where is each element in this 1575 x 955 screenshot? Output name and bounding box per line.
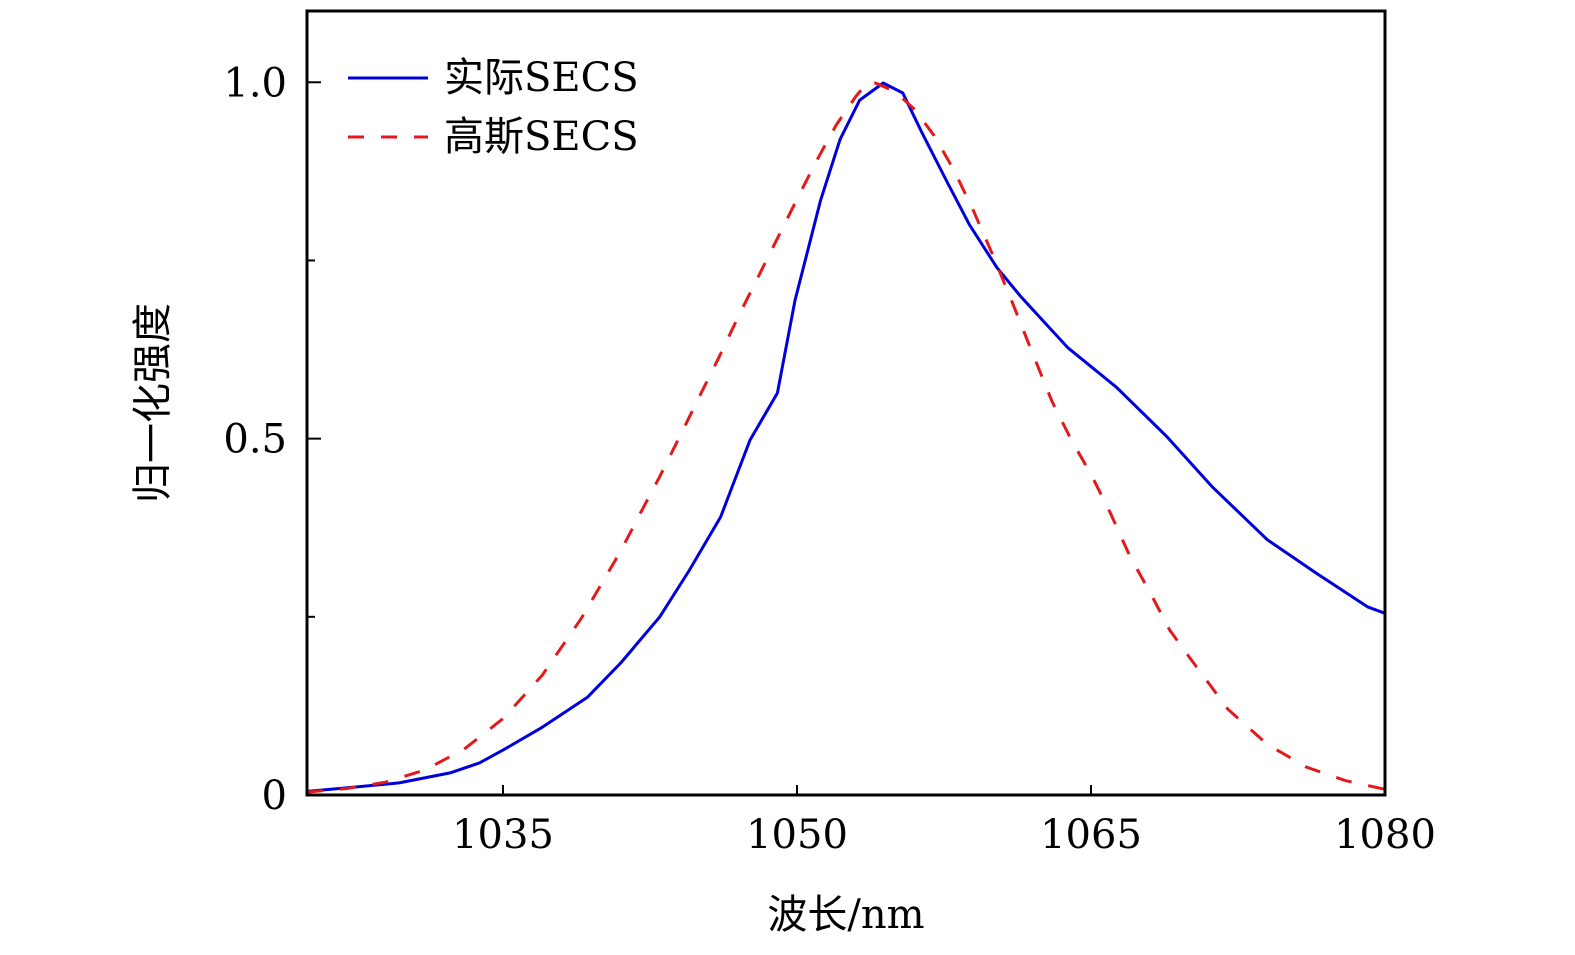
x-tick-label: 1035 [452,812,554,858]
y-tick-label: 0 [262,773,287,819]
series-line-actual [306,81,1386,793]
legend-label-gaussian: 高斯SECS [444,114,639,160]
ticks-layer: 1035 1050 1065 1080 0 0.5 1.0 [223,60,1436,858]
y-tick-label: 0.5 [223,417,287,463]
legend: 实际SECS 高斯SECS [348,55,639,160]
x-tick-label: 1080 [1334,812,1436,858]
series-line-gaussian [306,80,1386,794]
x-tick-label: 1050 [746,812,848,858]
y-axis-title: 归一化强度 [130,303,176,503]
x-axis-title: 波长/nm [767,892,924,938]
series-layer [306,80,1386,794]
legend-label-actual: 实际SECS [444,55,639,101]
x-tick-label: 1065 [1040,812,1142,858]
y-tick-label: 1.0 [223,60,287,106]
plot-frame [305,9,1387,797]
